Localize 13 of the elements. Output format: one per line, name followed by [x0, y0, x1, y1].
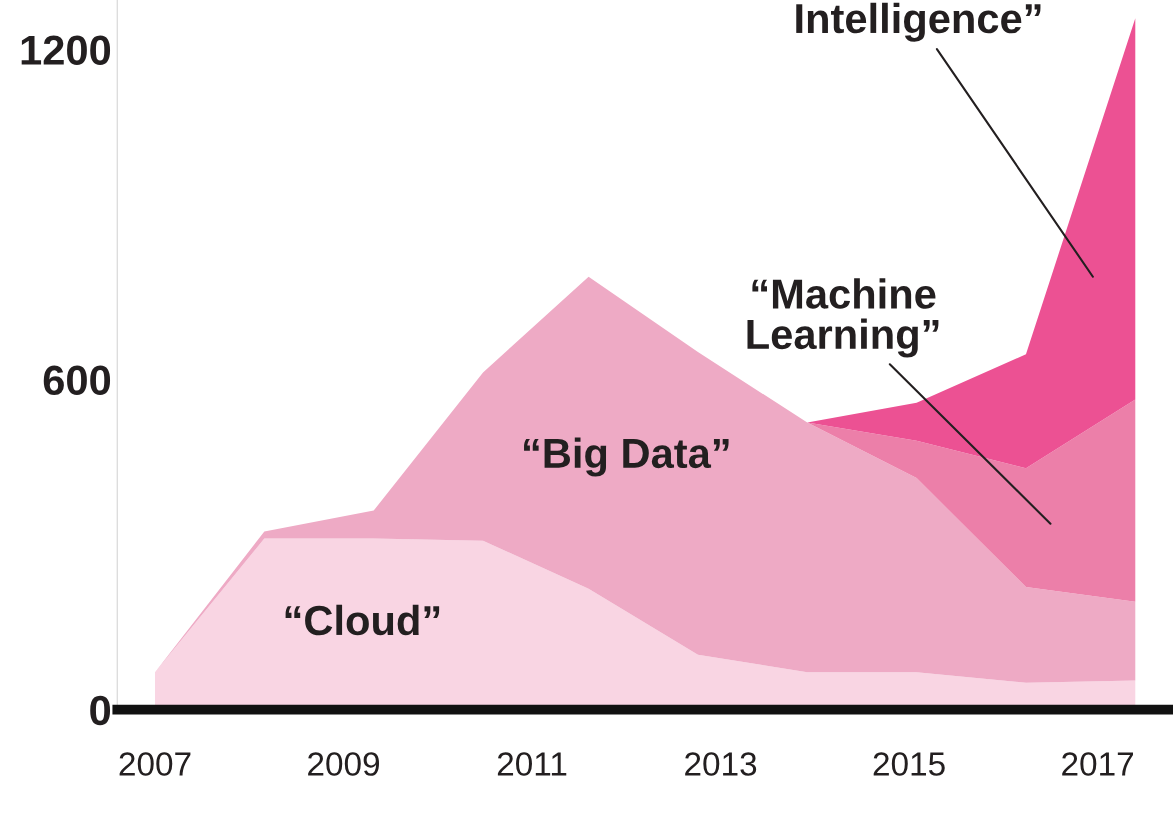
series-label: Intelligence” [796, 2, 1041, 42]
series-label: “Cloud” [285, 604, 440, 636]
x-tick-label: 2007 [119, 752, 191, 776]
text: “Machine Learning” [747, 278, 939, 358]
x-tick-label: 2009 [308, 752, 380, 776]
y-tick-label: 1200 [21, 35, 111, 66]
x-tick-label: 2011 [497, 752, 567, 776]
y-tick-label: 0 [90, 695, 111, 726]
x-tick-label: 2017 [1062, 752, 1133, 776]
x-tick-label: 2013 [685, 752, 757, 776]
series-label: “Big Data” [524, 437, 729, 477]
y-tick-label: 600 [43, 365, 111, 396]
x-tick-label: 2015 [873, 752, 945, 776]
